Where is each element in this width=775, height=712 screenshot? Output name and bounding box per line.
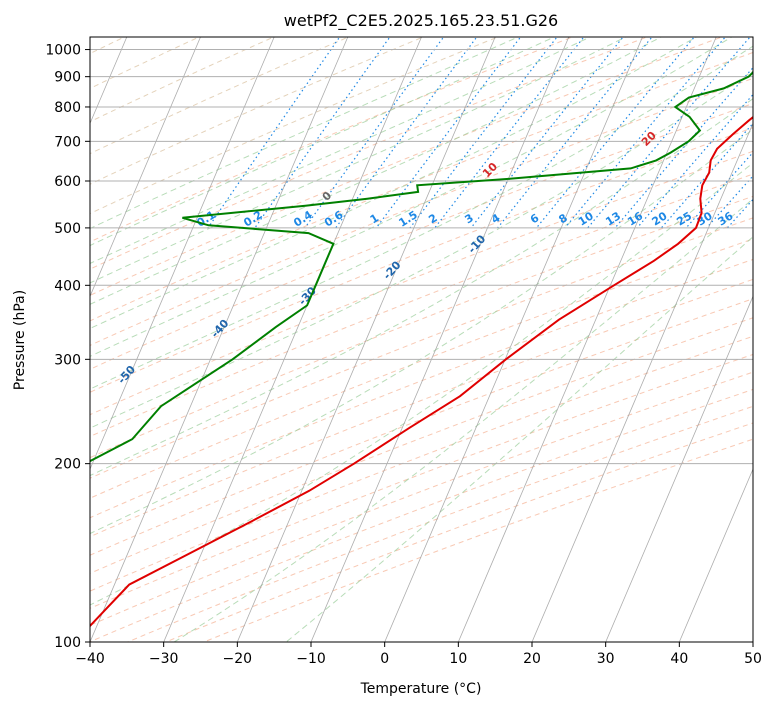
isotherm-line xyxy=(164,37,422,642)
dry-adiabat-line xyxy=(21,35,775,656)
y-axis-label: Pressure (hPa) xyxy=(12,290,28,390)
dry-adiabat-label: -50 xyxy=(115,363,138,387)
moist-adiabat-line xyxy=(0,35,701,656)
moist-adiabat-line xyxy=(0,35,595,656)
y-tick-label: 1000 xyxy=(45,43,81,59)
dry-adiabat-line xyxy=(0,35,654,656)
mixing-ratio-line xyxy=(637,35,775,228)
moist-adiabat-line xyxy=(0,35,559,656)
temperature-profile-line xyxy=(68,50,775,642)
grid-lines: 0.10.20.40.611.52346810131620253036-100-… xyxy=(0,35,775,656)
x-tick-label: −30 xyxy=(149,651,179,667)
mixing-ratio-label: 2 xyxy=(426,211,439,226)
y-tick-label: 600 xyxy=(54,174,81,190)
mixing-ratio-line xyxy=(537,35,697,228)
x-tick-label: 0 xyxy=(380,651,389,667)
y-tick-label: 500 xyxy=(54,221,81,237)
dry-adiabat-line xyxy=(0,35,279,656)
mixing-ratio-line xyxy=(727,35,775,228)
y-tick-label: 700 xyxy=(54,134,81,150)
isotherm-line xyxy=(458,37,716,642)
isotherm-line xyxy=(679,37,775,642)
y-tick-label: 400 xyxy=(54,278,81,294)
isotherm-line xyxy=(753,37,775,642)
mixing-ratio-label: 1.5 xyxy=(396,208,419,229)
mixing-ratio-line xyxy=(707,35,775,228)
isotherm-line xyxy=(532,37,775,642)
x-tick-label: −20 xyxy=(223,651,253,667)
mixing-ratio-label: 20 xyxy=(650,209,670,228)
x-axis-label: Temperature (°C) xyxy=(360,681,482,697)
x-tick-label: 10 xyxy=(449,651,467,667)
mixing-ratio-line xyxy=(661,35,775,228)
x-tick-label: 30 xyxy=(597,651,615,667)
moist-adiabat-label: 10 xyxy=(480,160,500,180)
dry-adiabat-line xyxy=(0,35,354,656)
x-tick-label: −10 xyxy=(296,651,326,667)
dry-adiabat-line xyxy=(59,35,775,656)
mixing-ratio-line xyxy=(376,35,522,228)
series-lines xyxy=(0,50,775,642)
moist-adiabat-label: 20 xyxy=(639,129,659,149)
dry-adiabat-label: -10 xyxy=(465,232,488,256)
mixing-ratio-line xyxy=(410,35,559,228)
dry-adiabat-line xyxy=(134,35,775,656)
dry-adiabat-label: -60 xyxy=(15,425,38,449)
mixing-ratio-label: 6 xyxy=(528,211,542,226)
moist-adiabat-line xyxy=(270,35,775,656)
y-tick-label: 300 xyxy=(54,352,81,368)
mixing-ratio-line xyxy=(498,35,654,228)
chart-title: wetPf2_C2E5.2025.165.23.51.G26 xyxy=(284,11,558,31)
moist-adiabat-line xyxy=(0,35,736,656)
moist-adiabat-line xyxy=(0,35,630,656)
dry-adiabat-label: -40 xyxy=(208,317,231,341)
y-tick-label: 100 xyxy=(54,635,81,651)
mixing-ratio-label: 0.6 xyxy=(322,208,346,230)
dry-adiabat-line xyxy=(172,35,775,656)
isotherm-line xyxy=(311,37,569,642)
mixing-ratio-label: 3 xyxy=(462,211,475,226)
y-tick-label: 900 xyxy=(54,70,81,86)
y-tick-label: 800 xyxy=(54,100,81,116)
moist-adiabat-label: 0 xyxy=(320,189,335,204)
plot-frame xyxy=(90,37,753,642)
x-tick-label: 40 xyxy=(670,651,688,667)
dry-adiabat-label: -20 xyxy=(381,258,404,282)
mixing-ratio-label: 13 xyxy=(603,209,623,228)
mixing-ratio-line xyxy=(588,35,753,228)
x-tick-label: 20 xyxy=(523,651,541,667)
y-tick-label: 200 xyxy=(54,457,81,473)
moist-adiabat-line xyxy=(153,35,775,656)
moist-adiabat-line xyxy=(0,35,524,656)
mixing-ratio-label: 36 xyxy=(716,209,736,228)
mixing-ratio-label: 10 xyxy=(576,209,596,228)
x-tick-label: 50 xyxy=(744,651,762,667)
x-tick-label: −40 xyxy=(75,651,105,667)
axes-frame xyxy=(90,37,753,642)
mixing-ratio-line xyxy=(615,35,775,228)
dry-adiabat-line xyxy=(0,35,429,656)
